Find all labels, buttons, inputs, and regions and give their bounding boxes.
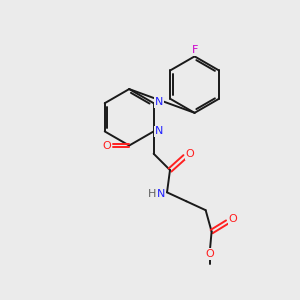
Text: N: N (155, 126, 163, 136)
Text: N: N (157, 189, 165, 199)
Text: O: O (102, 140, 111, 151)
Text: F: F (191, 45, 198, 55)
Text: H: H (148, 189, 156, 199)
Text: N: N (155, 97, 163, 107)
Text: O: O (206, 249, 214, 259)
Text: O: O (229, 214, 237, 224)
Text: O: O (186, 149, 195, 159)
